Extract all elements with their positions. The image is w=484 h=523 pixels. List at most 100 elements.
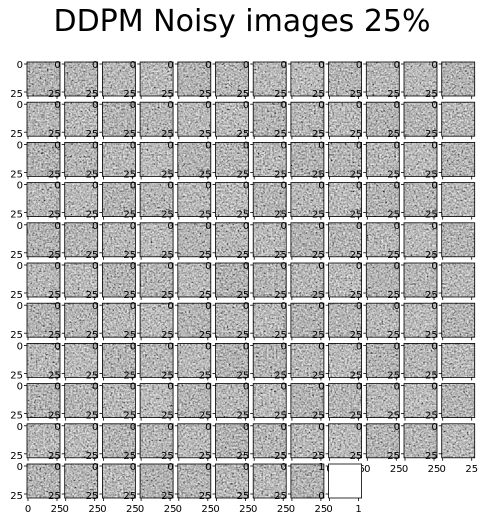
noisy-image-panel <box>174 423 212 461</box>
y-tick-bottom: 25 <box>123 411 136 422</box>
noisy-image-panel <box>99 61 136 99</box>
y-tick-bottom: 25 <box>312 451 325 462</box>
noisy-image-panel <box>363 342 400 381</box>
y-tick-bottom: 25 <box>274 169 287 180</box>
x-tick-left: 0 <box>100 504 106 515</box>
y-tick-bottom: 25 <box>350 89 363 100</box>
y-tick-top: 0 <box>92 60 98 71</box>
y-tick-bottom: 25 <box>10 89 23 100</box>
y-tick-top: 0 <box>167 60 173 71</box>
noisy-image-panel <box>24 423 61 461</box>
noisy-image-panel <box>24 141 61 180</box>
noisy-image-panel <box>250 101 287 140</box>
y-tick-bottom: 25 <box>387 89 400 100</box>
y-tick-top: 0 <box>431 382 437 393</box>
noisy-image-panel <box>61 222 99 260</box>
y-tick-bottom: 25 <box>312 250 325 261</box>
x-tick-right: 25 <box>164 504 177 515</box>
y-tick-bottom: 25 <box>274 129 287 140</box>
x-tick-left: 0 <box>402 464 408 475</box>
y-tick-bottom: 25 <box>86 370 99 381</box>
y-tick-top: 0 <box>17 301 23 312</box>
y-tick-top: 0 <box>394 140 400 151</box>
noisy-image-panel <box>24 463 61 501</box>
noisy-image-panel <box>438 383 476 421</box>
y-tick-top: 0 <box>205 100 211 111</box>
y-tick-top: 0 <box>281 301 287 312</box>
y-tick-top: 0 <box>130 382 136 393</box>
noisy-image-panel <box>325 302 363 341</box>
y-tick-bottom: 25 <box>161 129 174 140</box>
y-tick-bottom: 25 <box>425 89 438 100</box>
noisy-image-panel <box>61 383 99 421</box>
y-tick-top: 0 <box>243 140 249 151</box>
y-tick-top: 0 <box>92 261 98 272</box>
noisy-image-panel <box>24 182 61 220</box>
x-tick-left: 0 <box>364 464 370 475</box>
noisy-image-panel <box>250 141 287 180</box>
noisy-image-panel <box>61 61 99 99</box>
y-tick-top: 1 <box>318 462 324 473</box>
y-tick-top: 0 <box>281 382 287 393</box>
y-tick-bottom: 25 <box>387 129 400 140</box>
noisy-image-panel <box>137 101 174 140</box>
y-tick-bottom: 25 <box>425 411 438 422</box>
noisy-image-panel <box>137 463 174 501</box>
y-tick-top: 0 <box>92 100 98 111</box>
y-tick-top: 0 <box>356 100 362 111</box>
noisy-image-panel <box>137 262 174 300</box>
x-tick-right: 1 <box>355 504 361 515</box>
y-tick-bottom: 25 <box>350 330 363 341</box>
noisy-image-panel <box>212 61 249 99</box>
noisy-image-panel <box>401 61 438 99</box>
y-tick-bottom: 25 <box>10 370 23 381</box>
noisy-image-panel <box>99 141 136 180</box>
noisy-image-panel <box>401 182 438 220</box>
noisy-image-panel <box>24 262 61 300</box>
y-tick-bottom: 25 <box>199 89 212 100</box>
y-tick-top: 0 <box>130 261 136 272</box>
y-tick-bottom: 25 <box>236 290 249 301</box>
y-tick-bottom: 25 <box>312 330 325 341</box>
y-tick-bottom: 25 <box>10 411 23 422</box>
noisy-image-panel <box>174 61 212 99</box>
y-tick-bottom: 25 <box>123 370 136 381</box>
y-tick-top: 0 <box>167 221 173 232</box>
y-tick-bottom: 25 <box>10 330 23 341</box>
y-tick-top: 0 <box>54 100 60 111</box>
y-tick-top: 0 <box>243 341 249 352</box>
noisy-image-panel <box>250 383 287 421</box>
y-tick-bottom: 25 <box>387 370 400 381</box>
y-tick-bottom: 25 <box>48 89 61 100</box>
y-tick-bottom: 25 <box>10 210 23 221</box>
y-tick-top: 0 <box>17 261 23 272</box>
y-tick-top: 0 <box>394 100 400 111</box>
noisy-image-panel <box>325 423 363 461</box>
noisy-image-panel <box>212 302 249 341</box>
y-tick-bottom: 25 <box>312 129 325 140</box>
y-tick-bottom: 25 <box>425 370 438 381</box>
y-tick-top: 0 <box>431 301 437 312</box>
y-tick-top: 0 <box>17 422 23 433</box>
noisy-image-panel <box>99 383 136 421</box>
y-tick-bottom: 25 <box>86 411 99 422</box>
y-tick-top: 0 <box>92 422 98 433</box>
y-tick-top: 0 <box>356 341 362 352</box>
y-tick-top: 0 <box>17 60 23 71</box>
y-tick-bottom: 25 <box>10 129 23 140</box>
y-tick-bottom: 25 <box>236 411 249 422</box>
noisy-image-panel <box>438 302 476 341</box>
y-tick-bottom: 25 <box>387 411 400 422</box>
y-tick-bottom: 25 <box>161 210 174 221</box>
y-tick-top: 0 <box>318 341 324 352</box>
y-tick-top: 0 <box>54 301 60 312</box>
x-tick-right: 25 <box>277 504 290 515</box>
noisy-image-panel <box>250 262 287 300</box>
noisy-image-panel <box>137 141 174 180</box>
y-tick-bottom: 25 <box>312 210 325 221</box>
noisy-image-panel <box>438 141 476 180</box>
noisy-image-panel <box>363 262 400 300</box>
y-tick-top: 0 <box>356 221 362 232</box>
y-tick-top: 0 <box>205 140 211 151</box>
